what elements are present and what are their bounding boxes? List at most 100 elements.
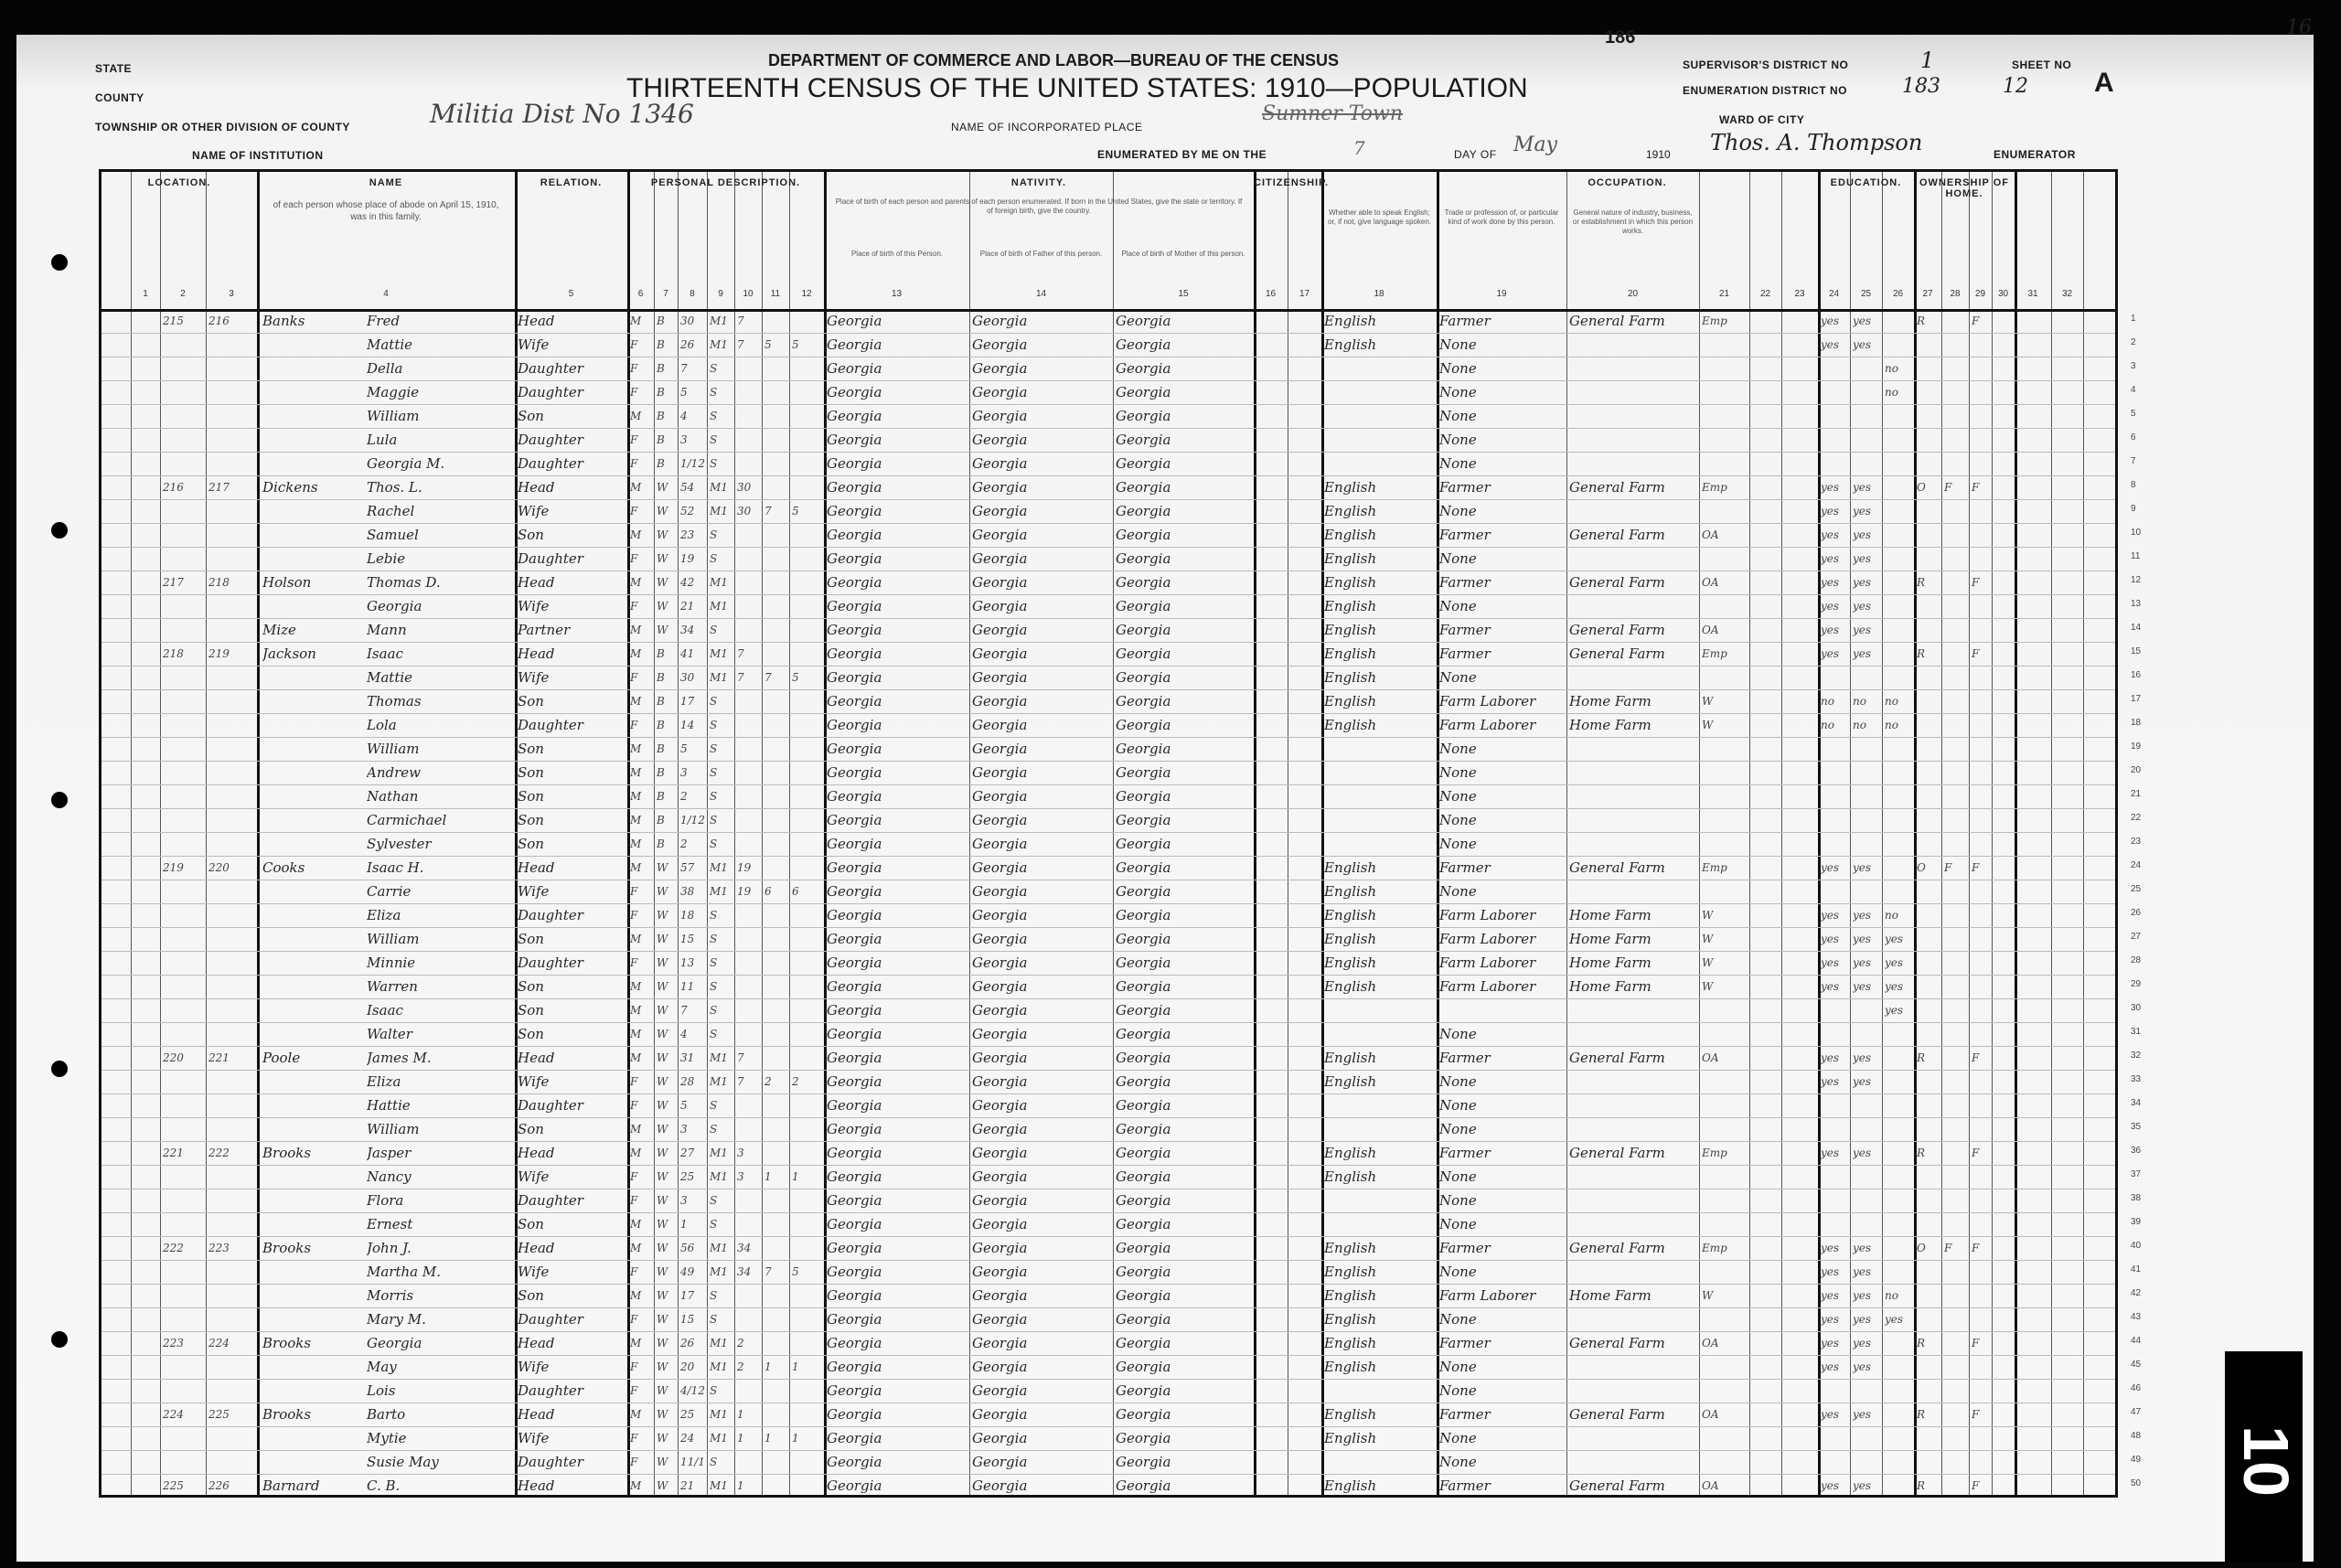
father-cell: Georgia <box>972 1073 1028 1090</box>
trade-cell: None <box>1439 432 1477 448</box>
color-cell: W <box>657 1408 668 1421</box>
column-number: 7 <box>663 289 668 299</box>
birth-cell: Georgia <box>827 978 882 995</box>
father-cell: Georgia <box>972 859 1028 876</box>
father-cell: Georgia <box>972 1240 1028 1256</box>
read-cell: yes <box>1821 909 1840 922</box>
birth-cell: Georgia <box>827 1026 882 1042</box>
given-name-cell: Eliza <box>367 1073 401 1090</box>
birth-cell: Georgia <box>827 1216 882 1232</box>
surname-cell: Poole <box>262 1050 301 1066</box>
age-cell: 21 <box>680 600 695 613</box>
given-name-cell: Barto <box>367 1406 406 1423</box>
sex-cell: F <box>630 1360 638 1373</box>
row-divider <box>102 452 2115 453</box>
film-frame-stamp: 10 <box>2225 1351 2303 1562</box>
given-name-cell: Samuel <box>367 527 419 543</box>
column-divider <box>1941 172 1942 1495</box>
father-cell: Georgia <box>972 503 1028 519</box>
row-divider <box>102 832 2115 833</box>
trade-cell: None <box>1439 812 1477 828</box>
father-cell: Georgia <box>972 1430 1028 1446</box>
father-cell: Georgia <box>972 384 1028 400</box>
born-cell: 7 <box>764 505 772 517</box>
color-cell: B <box>657 338 665 351</box>
line-number: 50 <box>2131 1478 2142 1488</box>
years-cell: 7 <box>737 671 744 684</box>
marital-cell: M1 <box>710 885 728 898</box>
marital-cell: S <box>710 528 718 541</box>
row-divider <box>102 547 2115 548</box>
day-value: 7 <box>1353 137 1365 159</box>
farm-cell: F <box>1972 1479 1980 1492</box>
line-number: 48 <box>2131 1431 2142 1441</box>
birth-cell: Georgia <box>827 384 882 400</box>
birth-cell: Georgia <box>827 1240 882 1256</box>
marital-cell: M1 <box>710 1242 728 1254</box>
write-cell: yes <box>1853 1242 1872 1254</box>
sex-cell: F <box>630 1384 638 1397</box>
line-number: 24 <box>2131 860 2142 870</box>
age-cell: 11 <box>680 980 695 993</box>
marital-cell: S <box>710 719 718 731</box>
township-label: TOWNSHIP OR OTHER DIVISION OF COUNTY <box>95 121 350 133</box>
marital-cell: M1 <box>710 1147 728 1159</box>
age-cell: 17 <box>680 695 695 708</box>
industry-cell: Home Farm <box>1569 907 1652 923</box>
row-divider <box>102 1307 2115 1308</box>
age-cell: 38 <box>680 885 695 898</box>
surname-cell: Dickens <box>262 479 318 496</box>
column-divider <box>678 172 679 1495</box>
line-number: 13 <box>2131 599 2142 609</box>
surname-cell: Banks <box>262 313 305 329</box>
employer-cell: W <box>1702 980 1714 993</box>
mother-cell: Georgia <box>1116 1216 1171 1232</box>
surname-cell: Brooks <box>262 1240 312 1256</box>
father-cell: Georgia <box>972 550 1028 567</box>
line-number: 23 <box>2131 837 2142 847</box>
color-cell: W <box>657 1075 668 1088</box>
given-name-cell: Susie May <box>367 1454 439 1470</box>
given-name-cell: Nathan <box>367 788 419 805</box>
sex-cell: F <box>630 552 638 565</box>
father-cell: Georgia <box>972 741 1028 757</box>
trade-cell: None <box>1439 836 1477 852</box>
column-divider <box>1818 172 1821 1495</box>
column-divider <box>206 172 207 1495</box>
family-cell: 217 <box>208 481 230 494</box>
age-cell: 3 <box>680 1194 688 1207</box>
sex-cell: F <box>630 1194 638 1207</box>
school-cell: yes <box>1885 956 1904 969</box>
relation-cell: Son <box>518 764 544 781</box>
read-cell: yes <box>1821 1408 1840 1421</box>
read-cell: yes <box>1821 1051 1840 1064</box>
marital-cell: M1 <box>710 481 728 494</box>
trade-cell: None <box>1439 598 1477 614</box>
row-divider <box>102 618 2115 619</box>
color-cell: W <box>657 885 668 898</box>
dwelling-cell: 225 <box>163 1479 184 1492</box>
language-cell: English <box>1324 859 1377 876</box>
write-cell: yes <box>1853 1313 1872 1326</box>
owned-cell: O <box>1917 861 1926 874</box>
mother-cell: Georgia <box>1116 812 1171 828</box>
column-group-relation: RELATION. <box>540 177 603 188</box>
born-cell: 7 <box>764 1265 772 1278</box>
trade-cell: Farmer <box>1439 313 1491 329</box>
marital-cell: M1 <box>710 671 728 684</box>
trade-cell: None <box>1439 1359 1477 1375</box>
read-cell: yes <box>1821 1479 1840 1492</box>
marital-cell: S <box>710 1218 718 1231</box>
sex-cell: M <box>630 481 642 494</box>
years-cell: 1 <box>737 1408 744 1421</box>
age-cell: 26 <box>680 338 695 351</box>
column-divider <box>654 172 655 1495</box>
read-cell: no <box>1821 695 1834 708</box>
father-cell: Georgia <box>972 1311 1028 1328</box>
years-cell: 19 <box>737 885 752 898</box>
employer-cell: OA <box>1702 624 1719 636</box>
father-cell: Georgia <box>972 717 1028 733</box>
read-cell: yes <box>1821 600 1840 613</box>
marital-cell: S <box>710 909 718 922</box>
column-group-location: LOCATION. <box>147 177 211 188</box>
